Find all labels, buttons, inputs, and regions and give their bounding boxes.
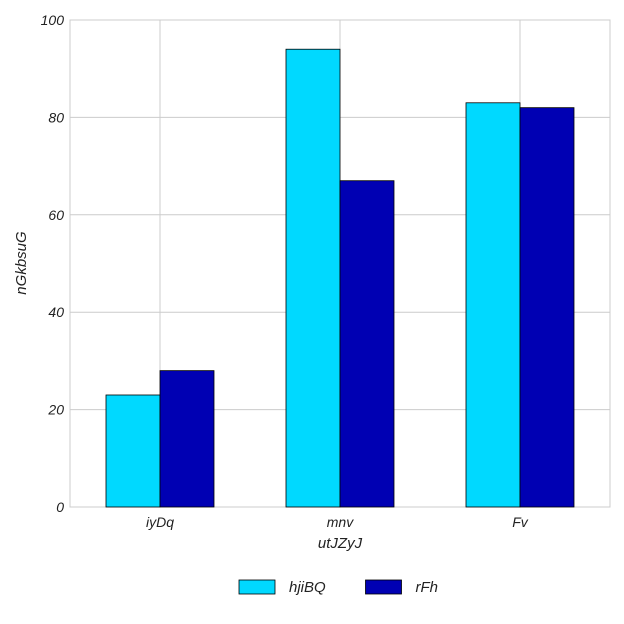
legend: hjiBQ rFh <box>238 579 439 596</box>
legend-label-rFh: rFh <box>416 579 439 596</box>
legend-label-hjiBQ: hjiBQ <box>289 579 326 596</box>
y-tick-label: 60 <box>48 207 64 223</box>
x-tick-label: iyDq <box>146 514 174 530</box>
bar-rFh-mnv <box>339 180 395 508</box>
bars <box>105 48 575 508</box>
y-tick-label: 40 <box>48 304 64 320</box>
x-tick-label: Fv <box>512 514 529 530</box>
y-tick-label: 0 <box>56 499 64 515</box>
bar-rFh-iyDq <box>159 370 215 508</box>
y-tick-label: 20 <box>47 402 64 418</box>
y-tick-label: 80 <box>48 109 64 125</box>
bar-rFh-Fv <box>519 107 575 508</box>
y-tick-label: 100 <box>41 12 65 28</box>
x-axis-label: utJZyJ <box>318 535 363 552</box>
legend-swatch-hjiBQ <box>238 579 276 595</box>
bar-hjiBQ-mnv <box>285 48 341 508</box>
bar-hjiBQ-iyDq <box>105 394 161 508</box>
x-tick-label: mnv <box>327 514 354 530</box>
y-tick-labels: 0 20 40 60 80 100 <box>41 12 65 515</box>
bar-hjiBQ-Fv <box>465 102 521 508</box>
legend-swatch-rFh <box>365 579 402 595</box>
x-tick-labels: iyDq mnv Fv <box>146 514 529 530</box>
y-axis-label: nGkbsuG <box>13 231 30 295</box>
